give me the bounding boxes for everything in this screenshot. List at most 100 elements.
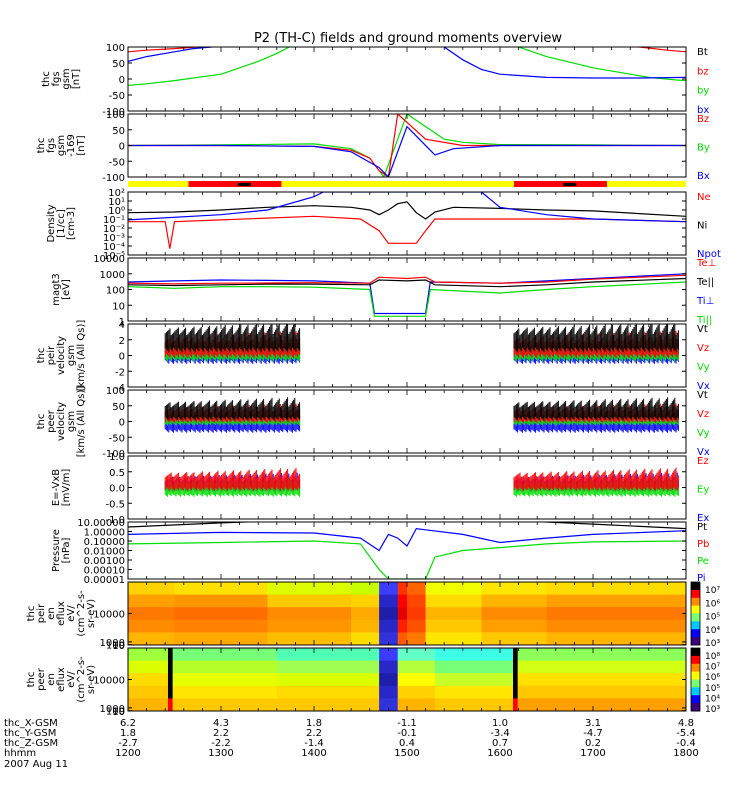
heatmap-cell-peer_eflux-6-0	[434, 648, 514, 662]
series-band-peir-Vy-1	[513, 336, 679, 362]
series-line-fgs169-By-0	[128, 114, 686, 177]
panel-pressure: 10.000001.000000.100000.010000.001000.00…	[51, 518, 709, 586]
y-tick-label-magt3-0: 10000	[93, 254, 125, 265]
legend-entry-magt3-0: Te⊥	[696, 258, 716, 269]
y-tick-label-peir-3: -2	[115, 367, 125, 378]
heatmap-cell-peir_eflux-8-0	[481, 582, 547, 596]
heatmap-cell-peir_eflux-5-0	[397, 582, 408, 596]
y-tick-label-peer_eflux-0: 10000	[93, 676, 125, 687]
series-line-fgs-bz-0	[128, 47, 207, 53]
series-line-pressure-Pe-2	[128, 540, 686, 579]
y-tick-label-peer-3: -50	[109, 433, 125, 444]
colorbar-segment-peir_eflux-1	[691, 589, 700, 599]
y-axis-label-line-density-0: Density	[46, 204, 57, 242]
panel-frame-pressure	[127, 521, 687, 580]
heatmap-cell-peir_eflux-1-3	[174, 619, 268, 633]
heatmap-cell-peir_eflux-9-4	[546, 632, 686, 645]
legend-entry-efield-1: Ey	[697, 485, 709, 496]
heatmap-cell-peir_eflux-6-3	[407, 619, 427, 633]
y-axis-label-line-peer_eflux-0: thc	[26, 672, 37, 688]
y-axis-label-line-peer-2: velocity	[56, 402, 67, 441]
heatmap-cell-peir_eflux-5-1	[397, 594, 408, 608]
colorbar-label-peer_eflux-4: 10⁴	[705, 694, 720, 704]
orbit-row-value-0-1: 4.3	[213, 718, 229, 729]
heatmap-cell-peer_eflux-7-0	[513, 648, 519, 662]
heatmap-cell-peir_eflux-9-0	[546, 582, 686, 596]
heatmap-cell-peir_eflux-4-0	[379, 582, 399, 596]
heatmap-cell-peir_eflux-7-0	[425, 582, 482, 596]
colorbar-frame-peir_eflux	[690, 581, 701, 646]
y-tick-label-density-1: 10¹	[108, 197, 125, 208]
orbit-row-value-3-5: 1700	[580, 748, 605, 759]
y-tick-label-peer-2: 0	[119, 418, 125, 429]
y-tick-label-peir_eflux-3: 10	[112, 641, 125, 652]
series-band-peer-Vt-0	[164, 397, 301, 421]
heatmap-cell-peer_eflux-4-0	[379, 648, 399, 662]
colorbar-label-peer_eflux-2: 10⁶	[705, 673, 720, 683]
orbit-row-value-2-6: -0.4	[676, 738, 696, 749]
series-line-fgs169-Bx-2	[128, 125, 686, 177]
orbit-row-value-2-0: -2.7	[118, 738, 138, 749]
orbit-row-value-2-5: 0.2	[585, 738, 601, 749]
mode-bar-red-1	[513, 181, 607, 187]
mode-bar-red-0	[188, 181, 282, 187]
y-tick-label-peir-2: 0	[119, 352, 125, 363]
y-axis-label-line-peer_eflux-1: peer	[36, 667, 47, 691]
y-tick-label-peir_eflux-2: 100	[106, 641, 125, 652]
legend-entry-magt3-1: Te||	[696, 277, 714, 288]
orbit-row-value-0-2: 1.8	[306, 718, 322, 729]
heatmap-cell-peir_eflux-8-2	[481, 607, 547, 621]
y-axis-label-density: Density[1/cc][cm-3]	[46, 204, 77, 242]
series-band-peir-Vz-1	[513, 330, 679, 358]
series-line-magt3-Te-3	[128, 274, 686, 285]
series-band-efield-Ez-1	[513, 467, 679, 491]
y-tick-label-peir-0: 4	[119, 320, 125, 331]
y-tick-label-density-6: 10⁻⁴	[103, 242, 125, 253]
y-axis-label-line-peir_eflux-2: en	[46, 607, 57, 620]
y-tick-label-efield-1: 0.5	[109, 468, 125, 479]
orbit-row-value-3-4: 1600	[487, 748, 512, 759]
heatmap-cell-peir_eflux-9-2	[546, 607, 686, 621]
heatmap-cell-peer_eflux-7-3	[513, 685, 519, 699]
y-tick-label-peer_eflux-2: 100	[106, 707, 125, 718]
y-tick-label-peir_eflux-0: 10000	[93, 610, 125, 621]
colorbar-label-peir_eflux-1: 10⁶	[705, 599, 720, 609]
y-axis-label-line-pressure-1: [nPa]	[61, 537, 72, 563]
orbit-ephemeris-table: thc_X-GSM 6.2 4.3 1.8 -1.1 1.0 3.1 4.8 thc_Y-GSM…	[4, 718, 699, 759]
heatmap-cell-peir_eflux-7-4	[425, 632, 482, 645]
series-line-density-Ni-0	[128, 201, 686, 220]
y-tick-label-pressure-1: 1.00000	[84, 528, 125, 539]
y-axis-label-line-fgs169-2: gsm	[56, 135, 67, 156]
y-axis-label-line-peir_eflux-4: eV/	[66, 605, 77, 622]
heatmap-cell-peir_eflux-7-1	[425, 594, 482, 608]
legend-entry-fgs-2: by	[697, 86, 709, 97]
y-axis-label-line-magt3-0: magt3	[51, 273, 62, 306]
y-tick-label-density-3: 10⁻¹	[103, 215, 125, 226]
orbit-row-value-1-0: 1.8	[120, 728, 136, 739]
y-axis-label-line-peir_eflux-1: peir	[36, 603, 47, 623]
orbit-row-value-3-6: 1800	[673, 748, 698, 759]
plot-area-peer_eflux	[128, 648, 686, 711]
y-tick-label-fgs-4: -100	[102, 107, 125, 118]
heatmap-cell-peir_eflux-4-4	[379, 632, 399, 645]
heatmap-cell-peer_eflux-0-1	[128, 660, 169, 674]
y-tick-label-efield-3: -0.5	[105, 499, 125, 510]
series-band-peer-Vz-1	[513, 403, 679, 423]
heatmap-cell-peer_eflux-5-3	[397, 685, 436, 699]
series-band-peer-Vt-1	[513, 397, 679, 421]
heatmap-cell-peer_eflux-4-1	[379, 660, 399, 674]
panel-efield: 1.0 0.5 0.0 -0.5 -1.0 E=-VxB[mV/m] Ez Ey Ex	[51, 452, 709, 526]
colorbar-segment-peer_eflux-2	[691, 663, 700, 673]
heatmap-cell-peir_eflux-8-1	[481, 594, 547, 608]
y-axis-label-line-peir_eflux-5: (cm^2-s-	[76, 590, 87, 637]
heatmap-cell-peir_eflux-6-0	[407, 582, 427, 596]
y-axis-label-fgs169: thcfgsgsm-169[nT]	[36, 134, 87, 157]
colorbar-segment-peir_eflux-7	[691, 637, 700, 646]
y-tick-label-pressure-2: 0.10000	[84, 537, 125, 548]
heatmap-cell-peir_eflux-3-3	[351, 619, 380, 633]
orbit-row-value-2-4: 0.7	[492, 738, 508, 749]
series-band-efield-Ez-0	[164, 467, 301, 491]
y-tick-label-pressure-0: 10.00000	[77, 518, 125, 529]
heatmap-cell-peer_eflux-3-3	[276, 685, 380, 699]
heatmap-cell-peer_eflux-2-0	[172, 648, 278, 662]
